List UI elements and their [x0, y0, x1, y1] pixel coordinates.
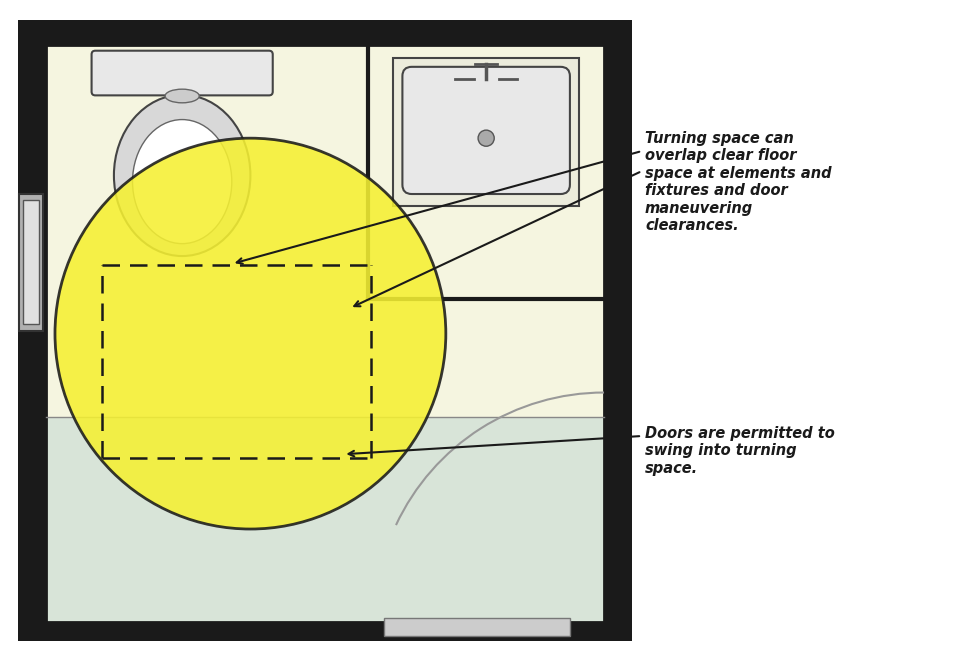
- Bar: [46, 45, 604, 417]
- Bar: [22, 200, 39, 325]
- Circle shape: [478, 130, 494, 146]
- Bar: [393, 58, 579, 206]
- Circle shape: [55, 138, 446, 529]
- Text: Doors are permitted to
swing into turning
space.: Doors are permitted to swing into turnin…: [645, 426, 834, 476]
- Text: Turning space can
overlap clear floor
space at elements and
fixtures and door
ma: Turning space can overlap clear floor sp…: [645, 131, 831, 233]
- Ellipse shape: [114, 95, 250, 256]
- Bar: [46, 417, 604, 622]
- Ellipse shape: [133, 120, 232, 244]
- FancyBboxPatch shape: [92, 51, 273, 95]
- Bar: [19, 194, 43, 330]
- Bar: [384, 618, 570, 636]
- FancyBboxPatch shape: [403, 67, 570, 194]
- Ellipse shape: [165, 89, 199, 103]
